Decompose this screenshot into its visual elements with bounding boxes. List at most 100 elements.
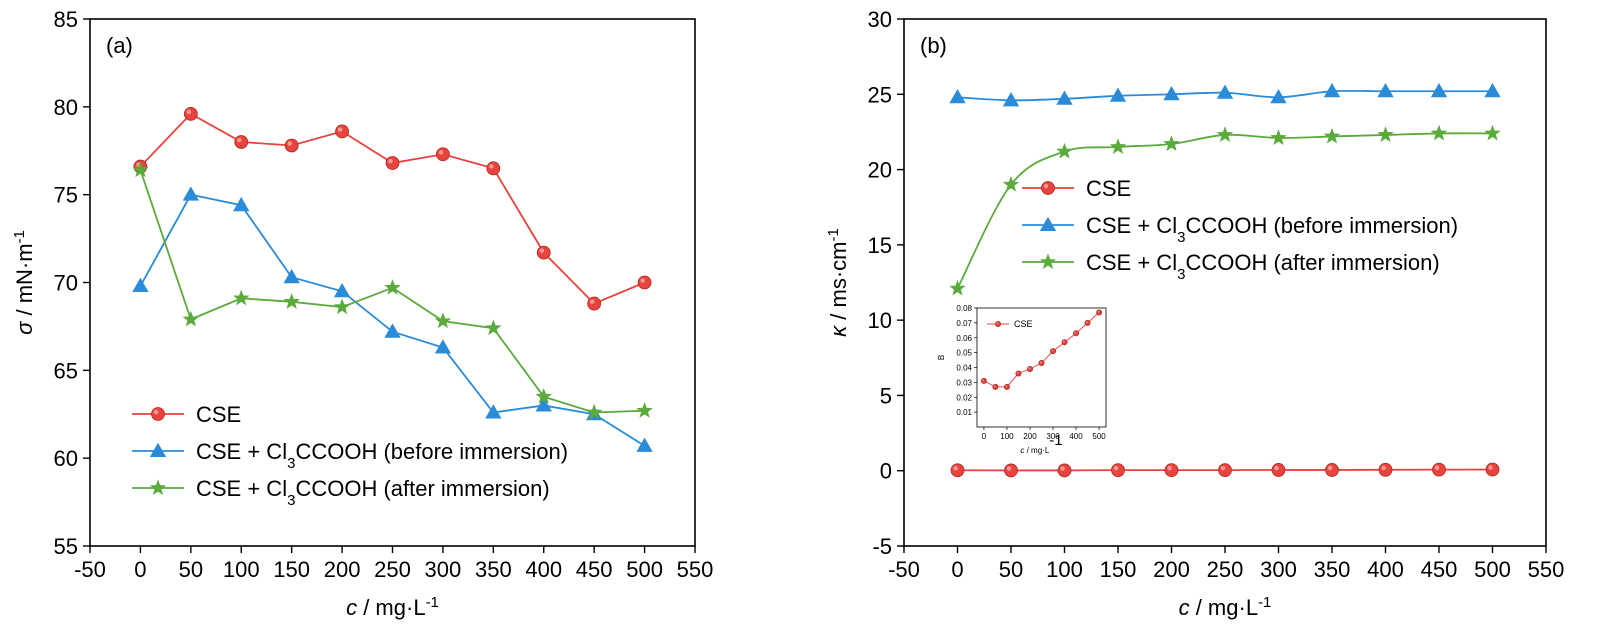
x-axis-label-superscript: -1	[1258, 594, 1271, 611]
data-point	[434, 312, 452, 329]
y-tick-label: 10	[868, 308, 892, 333]
y-tick-label: 85	[54, 7, 78, 32]
x-tick-label: 200	[1153, 557, 1190, 582]
inset-legend-marker	[995, 320, 1002, 327]
inset-data-point-highlight	[1039, 361, 1042, 364]
panel-a: -50 0 50 100 150 200 250 300 350 400 450 500 550 55 60…	[11, 7, 714, 620]
data-point	[1216, 84, 1234, 99]
data-point	[1163, 135, 1180, 151]
data-point	[949, 89, 966, 104]
legend-label: CSE + Cl3CCOOH (before immersion)	[1086, 213, 1458, 246]
data-point	[333, 283, 351, 298]
legend-label-text: CSE	[196, 402, 241, 427]
x-tick-label: 400	[525, 557, 562, 582]
inset-data-point-highlight	[1074, 331, 1077, 334]
data-point	[1216, 126, 1234, 142]
x-tick-label: 500	[1474, 557, 1511, 582]
inset-y-tick-label: 0.07	[956, 319, 972, 328]
inset-y-tick-label: 0.04	[956, 364, 972, 373]
y-axis-label-symbol: σ	[12, 321, 37, 335]
data-point-highlight	[953, 466, 958, 471]
data-point	[283, 268, 300, 284]
data-point	[384, 279, 401, 295]
inset-x-axis-label-superscript: -1	[1049, 432, 1062, 449]
y-tick-label: 65	[54, 358, 78, 383]
legend-label-text: CSE + Cl	[1086, 250, 1177, 275]
data-point-highlight	[1113, 465, 1119, 471]
data-point	[1056, 90, 1073, 105]
x-tick-label: 450	[576, 557, 613, 582]
data-point	[1432, 462, 1446, 477]
x-tick-label: 50	[999, 557, 1023, 582]
x-tick-label: 450	[1421, 557, 1458, 582]
x-axis-label-superscript: -1	[426, 594, 439, 611]
x-tick-label: 0	[951, 557, 963, 582]
series-3	[132, 161, 653, 420]
panel-b: -50 0 50 100 150 200 250 300 350 400 450 500 550-505…	[825, 7, 1565, 620]
data-point	[1323, 82, 1341, 98]
y-axis-label: κ / ms·cm-1	[825, 228, 852, 337]
data-point	[536, 245, 551, 260]
y-axis-label: σ / mN·m-1	[11, 230, 38, 335]
data-point	[1325, 463, 1339, 477]
inset-data-point-highlight	[1005, 385, 1008, 387]
inset-x-tick-label: 500	[1092, 432, 1106, 441]
data-point	[1430, 124, 1448, 141]
data-point	[132, 277, 149, 293]
inset-data-point-highlight	[993, 385, 996, 387]
data-point	[1271, 463, 1286, 477]
legend-label: CSE	[1086, 176, 1131, 201]
x-axis-label-unit: / mg·L	[1190, 595, 1258, 620]
inset-x-axis-label-symbol: c	[1020, 446, 1024, 455]
data-point	[535, 388, 552, 404]
series-2	[949, 82, 1501, 107]
inset-x-tick-label: 300	[1046, 432, 1060, 441]
x-tick-label: 150	[1100, 557, 1137, 582]
inset-data-point-highlight	[982, 379, 985, 382]
x-axis-label-symbol: c	[1179, 595, 1190, 620]
x-tick-label: -50	[74, 557, 106, 582]
y-tick-label: 80	[54, 95, 78, 120]
y-tick-label: 30	[868, 7, 892, 32]
legend-marker	[1039, 253, 1057, 270]
inset-data-point	[1096, 309, 1103, 316]
data-point-highlight	[1488, 465, 1493, 470]
data-point	[1002, 92, 1020, 107]
data-point	[485, 319, 502, 336]
data-point	[486, 161, 501, 176]
data-point	[434, 339, 452, 354]
data-point-highlight	[1381, 465, 1386, 471]
data-point	[1164, 463, 1179, 478]
data-point	[233, 289, 250, 306]
data-point	[1484, 124, 1501, 141]
inset-data-point-highlight	[1028, 367, 1031, 370]
legend-label-subscript: 3	[1177, 229, 1185, 246]
inset-y-tick-label: 0.08	[956, 304, 972, 313]
y-axis-label-superscript: -1	[825, 228, 842, 241]
legend-marker	[149, 479, 167, 496]
x-axis-label: c / mg·L-1	[346, 594, 439, 621]
data-point	[1485, 462, 1500, 477]
legend-label-text: CCOOH (after immersion)	[295, 476, 549, 501]
data-point	[1377, 82, 1394, 98]
x-tick-label: -50	[888, 557, 920, 582]
legend-label-subscript: 3	[287, 455, 295, 472]
y-tick-label: 20	[868, 158, 892, 183]
data-point	[1109, 87, 1127, 102]
x-tick-label: 350	[1314, 557, 1351, 582]
legend-label-subscript: 3	[1177, 266, 1185, 283]
data-point	[183, 106, 198, 121]
inset-data-point	[1073, 330, 1080, 337]
inset-y-tick-label: 0.06	[956, 334, 972, 343]
x-axis-label-symbol: c	[346, 595, 357, 620]
data-point	[485, 404, 502, 419]
inset-legend-marker-highlight	[996, 322, 999, 325]
x-tick-label: 100	[223, 557, 260, 582]
legend-label-text: CCOOH (before immersion)	[1185, 213, 1458, 238]
y-tick-label: 55	[54, 534, 78, 559]
inset-legend-label: CSE	[1014, 319, 1033, 329]
data-point	[636, 437, 653, 452]
inset-data-point	[1015, 370, 1022, 377]
inset-x-axis-label: c / mg·L-1	[1020, 432, 1062, 456]
